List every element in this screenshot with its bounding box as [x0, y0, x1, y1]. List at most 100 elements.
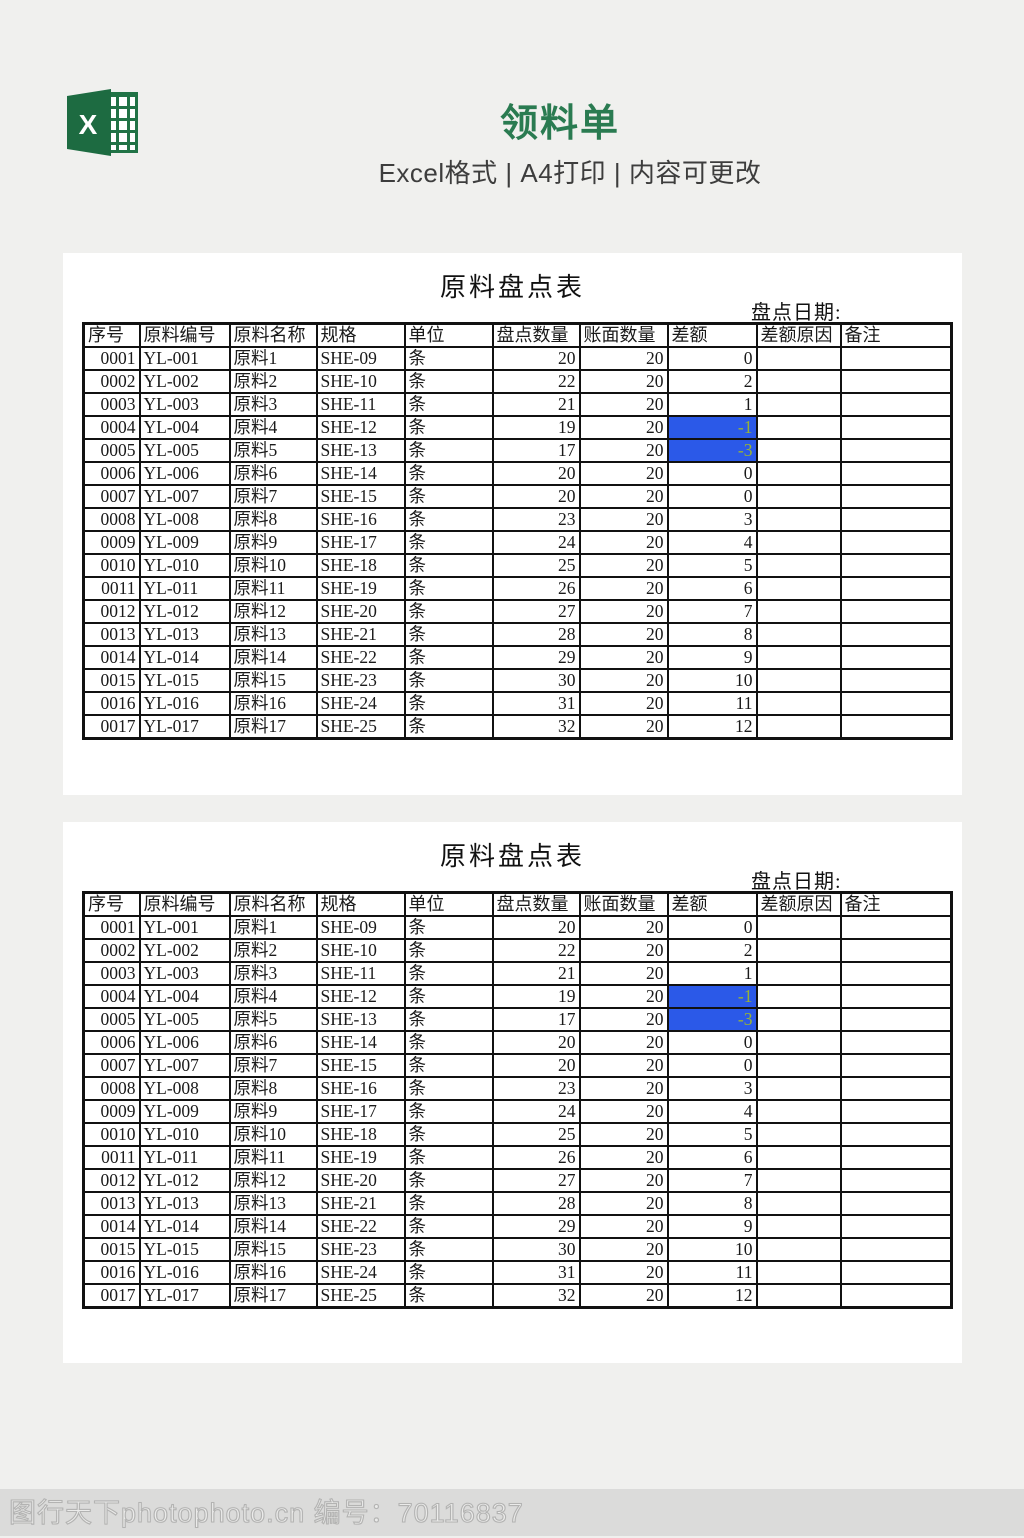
table-cell	[839, 668, 953, 693]
table-cell: 20	[578, 714, 669, 740]
table-cell: 0	[666, 1053, 758, 1078]
table-cell: SHE-11	[315, 392, 406, 417]
table-cell: 0	[666, 1030, 758, 1055]
table-row: 0004 YL-004 原料4 SHE-12 条 19 20 -1	[82, 415, 953, 440]
table-cell	[839, 714, 953, 740]
table-cell	[839, 1168, 953, 1193]
table-cell: 20	[491, 1030, 581, 1055]
table-cell: YL-012	[138, 1168, 231, 1193]
table-cell: 9	[666, 645, 758, 670]
table-cell	[839, 622, 953, 647]
column-header: 单位	[403, 891, 494, 917]
inventory-table: 序号 原料编号 原料名称 规格 单位 盘点数量 账面数量 差额 差额原因 备注 0001 YL-00…	[82, 322, 953, 740]
column-header: 备注	[839, 891, 953, 917]
table-cell: 20	[578, 668, 669, 693]
column-header: 备注	[839, 322, 953, 348]
table-cell: 32	[491, 714, 581, 740]
table-cell: 20	[578, 1260, 669, 1285]
table-cell: 原料5	[228, 1007, 318, 1032]
table-cell: 28	[491, 622, 581, 647]
table-row: 0007 YL-007 原料7 SHE-15 条 20 20 0	[82, 1053, 953, 1078]
table-row: 0014 YL-014 原料14 SHE-22 条 29 20 9	[82, 645, 953, 670]
table-cell: 0	[666, 915, 758, 940]
table-cell: 0014	[82, 1214, 141, 1239]
table-cell: 26	[491, 1145, 581, 1170]
table-row: 0004 YL-004 原料4 SHE-12 条 19 20 -1	[82, 984, 953, 1009]
table-cell: 11	[666, 691, 758, 716]
inventory-date-label: 盘点日期:	[751, 302, 842, 324]
table-cell: YL-011	[138, 576, 231, 601]
table-cell: 0015	[82, 1237, 141, 1262]
table-cell: 条	[403, 645, 494, 670]
table-cell: 21	[491, 961, 581, 986]
table-cell: 27	[491, 599, 581, 624]
table-cell: 条	[403, 576, 494, 601]
table-cell: 20	[491, 484, 581, 509]
table-cell: 0004	[82, 984, 141, 1009]
table-cell: 1	[666, 392, 758, 417]
table-row: 0010 YL-010 原料10 SHE-18 条 25 20 5	[82, 1122, 953, 1147]
table-cell: 条	[403, 415, 494, 440]
table-row: 0013 YL-013 原料13 SHE-21 条 28 20 8	[82, 622, 953, 647]
table-cell: YL-008	[138, 1076, 231, 1101]
table-cell	[755, 1214, 842, 1239]
table-cell	[755, 1145, 842, 1170]
table-cell: SHE-18	[315, 553, 406, 578]
table-cell: 17	[491, 1007, 581, 1032]
table-cell: 4	[666, 1099, 758, 1124]
table-cell: 0006	[82, 1030, 141, 1055]
table-cell: 条	[403, 1076, 494, 1101]
table-cell	[755, 668, 842, 693]
table-cell: SHE-17	[315, 1099, 406, 1124]
table-cell	[839, 961, 953, 986]
table-cell: 原料7	[228, 1053, 318, 1078]
inventory-sheet-panel-2: 原料盘点表 盘点日期: 序号 原料编号 原料名称 规格 单位 盘点数量 账面数量 差额 差额原因…	[63, 822, 962, 1363]
column-header: 原料名称	[228, 322, 318, 348]
table-row: 0013 YL-013 原料13 SHE-21 条 28 20 8	[82, 1191, 953, 1216]
table-cell: 0	[666, 346, 758, 371]
table-cell: SHE-20	[315, 1168, 406, 1193]
table-cell: 原料3	[228, 961, 318, 986]
table-cell: 20	[578, 938, 669, 963]
table-cell: 原料8	[228, 1076, 318, 1101]
column-header: 差额	[666, 891, 758, 917]
table-cell: 条	[403, 1030, 494, 1055]
table-cell: 25	[491, 1122, 581, 1147]
table-cell: 24	[491, 1099, 581, 1124]
table-cell: YL-004	[138, 984, 231, 1009]
table-row: 0010 YL-010 原料10 SHE-18 条 25 20 5	[82, 553, 953, 578]
table-cell: 0005	[82, 1007, 141, 1032]
table-row: 0016 YL-016 原料16 SHE-24 条 31 20 11	[82, 1260, 953, 1285]
table-cell: 0012	[82, 599, 141, 624]
table-cell: 原料13	[228, 622, 318, 647]
table-cell: 条	[403, 1145, 494, 1170]
table-cell: 0002	[82, 369, 141, 394]
table-cell	[839, 1122, 953, 1147]
table-cell: SHE-19	[315, 1145, 406, 1170]
table-cell	[755, 938, 842, 963]
table-cell: 3	[666, 507, 758, 532]
table-cell: SHE-23	[315, 668, 406, 693]
table-cell: 20	[491, 346, 581, 371]
table-cell: SHE-14	[315, 461, 406, 486]
table-cell: 8	[666, 1191, 758, 1216]
table-cell: 原料6	[228, 1030, 318, 1055]
table-cell	[755, 1122, 842, 1147]
table-cell: 0016	[82, 1260, 141, 1285]
header-row: 序号 原料编号 原料名称 规格 单位 盘点数量 账面数量 差额 差额原因 备注	[82, 322, 953, 348]
table-cell: 原料4	[228, 984, 318, 1009]
table-cell: YL-012	[138, 599, 231, 624]
table-cell	[839, 415, 953, 440]
table-cell: 原料5	[228, 438, 318, 463]
table-cell: 原料1	[228, 915, 318, 940]
table-cell	[839, 1145, 953, 1170]
table-cell	[755, 1283, 842, 1309]
table-cell: SHE-24	[315, 691, 406, 716]
table-cell: 29	[491, 645, 581, 670]
table-cell: 0009	[82, 530, 141, 555]
table-cell: 条	[403, 599, 494, 624]
table-cell: 0001	[82, 915, 141, 940]
table-cell	[839, 915, 953, 940]
table-cell	[755, 1260, 842, 1285]
table-cell: 条	[403, 714, 494, 740]
